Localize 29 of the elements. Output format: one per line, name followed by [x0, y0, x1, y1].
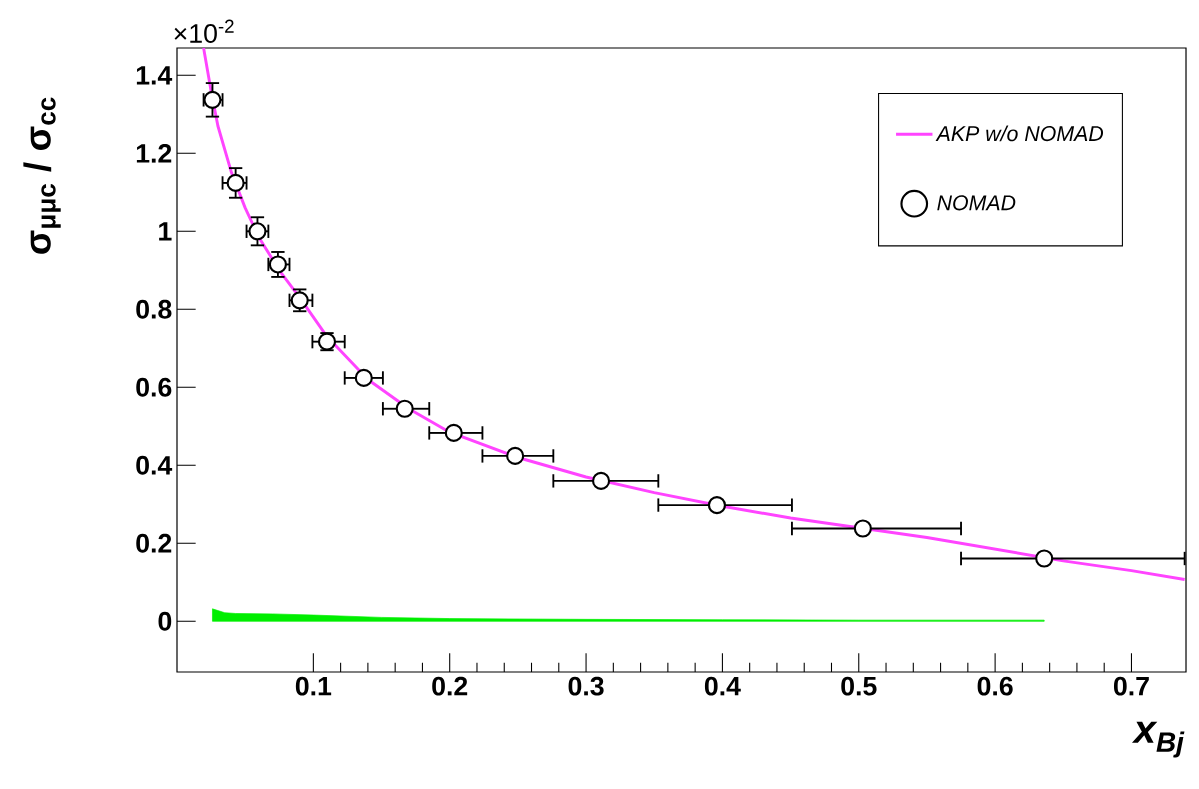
legend-label: AKP w/o NOMAD: [935, 125, 1104, 142]
x-tick-label: 0.3: [568, 676, 604, 696]
x-tick-label: 0.4: [704, 676, 741, 696]
point: [707, 496, 727, 515]
legend-label: NOMAD: [937, 195, 1016, 211]
x-tick-label: 0.7: [1113, 676, 1149, 696]
point: [268, 255, 287, 274]
point: [853, 519, 872, 538]
point: [395, 399, 414, 418]
point: [444, 423, 463, 442]
point: [591, 471, 611, 490]
x-tick-label: 0.1: [295, 676, 332, 696]
y-tick-label: 0: [158, 611, 172, 631]
y-tick-label: 1.2: [136, 143, 172, 163]
y-tick-label: 1.4: [136, 66, 173, 85]
y-axis-title: σ$_{μμc}$ / σ$_{cc}$: [23, 97, 61, 254]
point: [1035, 549, 1054, 568]
y-tick-label: 0.2: [136, 533, 172, 553]
y-tick-label: 1: [159, 222, 172, 241]
point: [354, 368, 373, 388]
y-tick-label: 0.8: [136, 299, 172, 319]
x-axis-title: x$_{Bj}$: [1131, 721, 1185, 758]
x-tick-label: 0.5: [841, 676, 877, 696]
text: ×10$^{-2}$: [174, 19, 234, 43]
y-tick-label: 0.6: [136, 377, 172, 397]
y-tick-label: 0.4: [136, 455, 173, 475]
point: [506, 446, 525, 466]
x-tick-label: 0.6: [977, 676, 1013, 696]
x-tick-label: 0.2: [432, 676, 468, 696]
